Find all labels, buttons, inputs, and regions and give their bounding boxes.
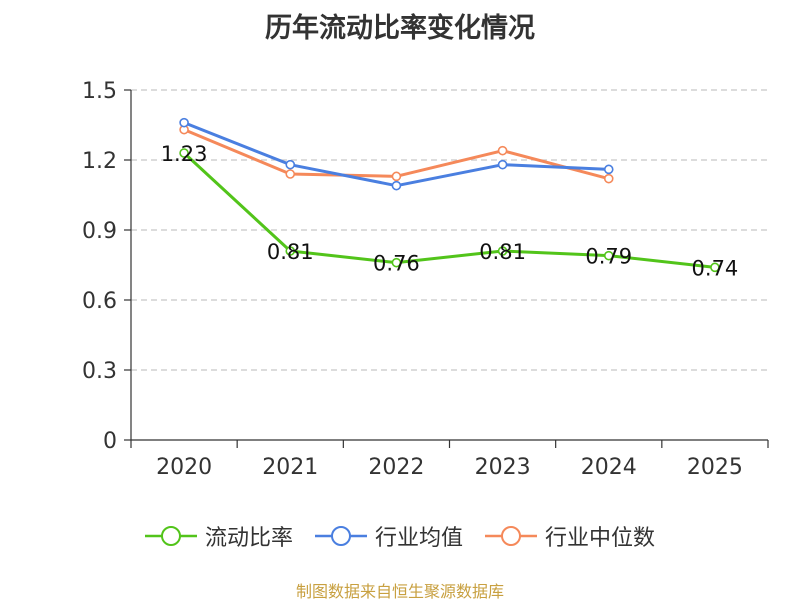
data-label: 0.79: [585, 245, 632, 269]
chart-title: 历年流动比率变化情况: [265, 13, 535, 44]
legend-item-current-ratio[interactable]: 流动比率: [144, 520, 293, 552]
data-label: 0.81: [479, 240, 526, 264]
axes: 0 0.3 0.6 0.9 1.2 1.5 2020 2021 2022 2023 2024 2025: [82, 79, 769, 480]
source-note: 制图数据来自恒生聚源数据库: [295, 582, 504, 601]
legend-label: 行业均值: [374, 526, 463, 551]
legend-line-circle-icon: [144, 526, 197, 546]
grid-lines: [131, 89, 768, 371]
y-tick-label: 0.9: [82, 219, 117, 244]
data-point-0: [497, 246, 508, 256]
y-tick-label: 0.6: [82, 289, 117, 314]
legend-label: 行业中位数: [545, 526, 656, 551]
data-point-1: [391, 180, 402, 191]
legend-line-circle-icon: [485, 526, 537, 546]
legend-line-circle-icon: [314, 526, 367, 546]
series-line-2: [183, 128, 610, 181]
data-point-1: [603, 164, 614, 175]
data-label: 1.23: [161, 142, 208, 166]
series-line-0: [183, 151, 716, 269]
legend: 流动比率 行业均值 行业中位数: [0, 520, 800, 552]
data-point-2: [285, 169, 296, 179]
y-tick-label: 0: [103, 429, 117, 454]
data-point-0: [285, 246, 296, 256]
data-label: 0.74: [692, 256, 739, 280]
y-tick-label: 1.5: [82, 79, 117, 104]
x-tick-label: 2025: [687, 455, 743, 480]
data-label: 0.81: [267, 240, 314, 264]
x-tick-label: 2021: [262, 455, 318, 480]
y-tick-label: 1.2: [82, 149, 117, 174]
data-point-0: [710, 262, 720, 273]
data-point-2: [391, 171, 402, 182]
data-point-0: [179, 148, 189, 158]
data-point-2: [603, 173, 614, 184]
x-tick-label: 2020: [156, 455, 212, 480]
data-label: 0.76: [373, 252, 420, 276]
x-tick-label: 2023: [475, 455, 531, 480]
data-point-2: [497, 145, 508, 156]
series-lines: [179, 117, 720, 273]
legend-item-industry-median[interactable]: 行业中位数: [485, 520, 655, 552]
y-tick-label: 0.3: [82, 359, 117, 384]
x-tick-label: 2024: [581, 455, 637, 480]
x-tick-label: 2022: [368, 455, 424, 480]
data-point-1: [179, 117, 189, 128]
data-point-1: [285, 159, 296, 170]
data-point-0: [391, 257, 402, 268]
data-point-0: [603, 250, 614, 261]
legend-label: 流动比率: [204, 526, 293, 551]
data-point-1: [497, 159, 508, 170]
data-labels: 1.23 0.81 0.76 0.81 0.79 0.74: [161, 142, 739, 280]
legend-item-industry-average[interactable]: 行业均值: [314, 520, 463, 552]
